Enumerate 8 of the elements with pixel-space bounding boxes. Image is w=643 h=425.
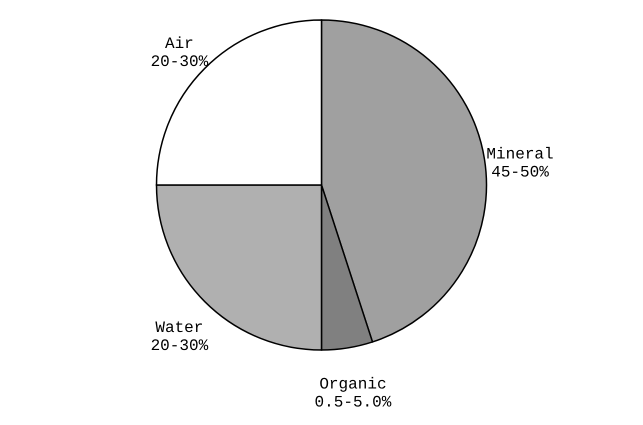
slice-label: Water	[155, 319, 204, 338]
text: 20-30%	[150, 52, 209, 71]
slice-label: Organic	[319, 376, 387, 394]
text: 20-30%	[150, 337, 209, 356]
slice-label: Air	[164, 34, 194, 53]
text: 0.5-5.0%	[314, 394, 392, 412]
text: 45-50%	[491, 164, 550, 182]
slice-label: Mineral	[486, 146, 554, 164]
